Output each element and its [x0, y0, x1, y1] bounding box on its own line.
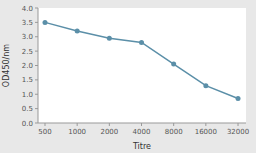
y-tick-label: 4.0 — [22, 5, 33, 13]
y-tick — [35, 51, 38, 52]
x-tick-label: 32000 — [227, 128, 249, 136]
y-tick-label: 0.0 — [22, 120, 33, 128]
x-tick-label: 500 — [38, 128, 51, 136]
marker — [43, 20, 48, 25]
chart: 500 1000 2000 4000 8000 16000 32000 0.0 0.5 1.0 1.… — [0, 0, 256, 153]
marker — [236, 96, 241, 101]
y-tick — [35, 36, 38, 37]
x-tick — [45, 123, 46, 126]
y-tick-label: 0.5 — [22, 105, 33, 113]
chart-container: 500 1000 2000 4000 8000 16000 32000 0.0 0.5 1.0 1.… — [0, 0, 256, 153]
x-tick-label: 2000 — [100, 128, 118, 136]
marker — [171, 62, 176, 67]
x-tick-label: 4000 — [133, 128, 151, 136]
y-tick-label: 1.0 — [22, 91, 33, 99]
y-axis-label: OD450/nm — [2, 44, 11, 87]
marker — [75, 29, 80, 34]
x-tick — [205, 123, 206, 126]
x-tick — [141, 123, 142, 126]
y-tick — [35, 22, 38, 23]
x-tick — [238, 123, 239, 126]
marker — [139, 40, 144, 45]
y-tick-label: 2.5 — [22, 48, 33, 56]
x-tick — [109, 123, 110, 126]
plot-marks — [43, 20, 241, 101]
plot-area — [38, 8, 246, 123]
x-tick — [77, 123, 78, 126]
marker — [107, 36, 112, 41]
x-tick — [173, 123, 174, 126]
y-tick — [35, 108, 38, 109]
x-tick-label: 1000 — [68, 128, 86, 136]
y-tick-label: 2.0 — [22, 62, 33, 70]
y-tick — [35, 94, 38, 95]
y-tick-label: 3.0 — [22, 33, 33, 41]
y-tick — [35, 8, 38, 9]
y-tick — [35, 79, 38, 80]
y-tick-label: 1.5 — [22, 76, 33, 84]
y-tick-label: 3.5 — [22, 19, 33, 27]
background — [0, 0, 256, 153]
x-axis-label: Titre — [132, 142, 151, 151]
x-tick-label: 8000 — [165, 128, 183, 136]
y-tick — [35, 65, 38, 66]
y-tick — [35, 123, 38, 124]
line — [45, 22, 238, 98]
marker — [203, 83, 208, 88]
x-tick-label: 16000 — [195, 128, 217, 136]
